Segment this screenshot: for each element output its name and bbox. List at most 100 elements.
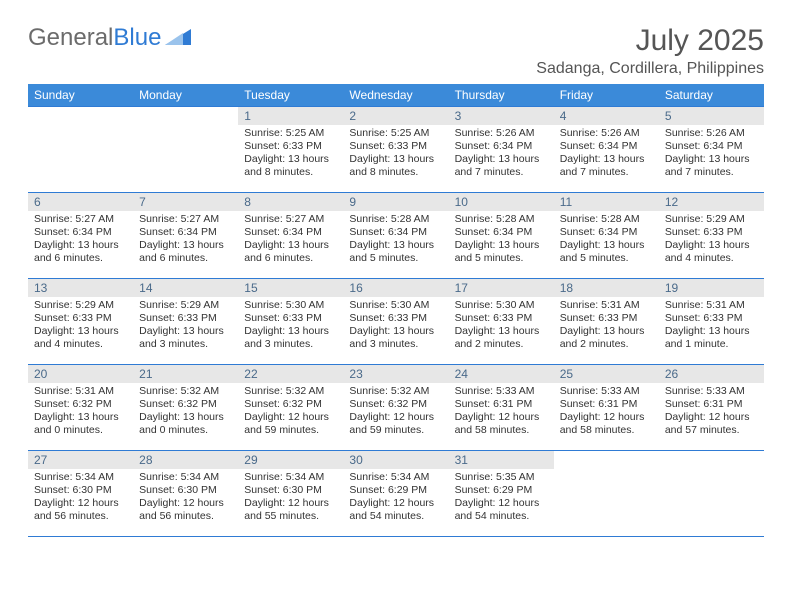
day-details: Sunrise: 5:35 AMSunset: 6:29 PMDaylight:… — [449, 469, 554, 528]
calendar-day-cell: 1Sunrise: 5:25 AMSunset: 6:33 PMDaylight… — [238, 107, 343, 193]
calendar-empty-cell — [554, 451, 659, 537]
calendar-day-cell: 18Sunrise: 5:31 AMSunset: 6:33 PMDayligh… — [554, 279, 659, 365]
day-details: Sunrise: 5:27 AMSunset: 6:34 PMDaylight:… — [238, 211, 343, 270]
weekday-header: Tuesday — [238, 84, 343, 107]
day-details: Sunrise: 5:26 AMSunset: 6:34 PMDaylight:… — [659, 125, 764, 184]
day-details: Sunrise: 5:27 AMSunset: 6:34 PMDaylight:… — [28, 211, 133, 270]
day-number: 4 — [554, 107, 659, 125]
month-title: July 2025 — [536, 24, 764, 58]
day-details: Sunrise: 5:33 AMSunset: 6:31 PMDaylight:… — [554, 383, 659, 442]
day-details: Sunrise: 5:28 AMSunset: 6:34 PMDaylight:… — [554, 211, 659, 270]
calendar-day-cell: 15Sunrise: 5:30 AMSunset: 6:33 PMDayligh… — [238, 279, 343, 365]
calendar-day-cell: 28Sunrise: 5:34 AMSunset: 6:30 PMDayligh… — [133, 451, 238, 537]
calendar-day-cell: 9Sunrise: 5:28 AMSunset: 6:34 PMDaylight… — [343, 193, 448, 279]
calendar-day-cell: 21Sunrise: 5:32 AMSunset: 6:32 PMDayligh… — [133, 365, 238, 451]
day-number: 21 — [133, 365, 238, 383]
day-details: Sunrise: 5:30 AMSunset: 6:33 PMDaylight:… — [238, 297, 343, 356]
day-number: 19 — [659, 279, 764, 297]
day-number: 16 — [343, 279, 448, 297]
day-number: 18 — [554, 279, 659, 297]
day-details: Sunrise: 5:31 AMSunset: 6:33 PMDaylight:… — [554, 297, 659, 356]
calendar-week-row: 13Sunrise: 5:29 AMSunset: 6:33 PMDayligh… — [28, 279, 764, 365]
calendar-day-cell: 26Sunrise: 5:33 AMSunset: 6:31 PMDayligh… — [659, 365, 764, 451]
day-number: 29 — [238, 451, 343, 469]
calendar-day-cell: 17Sunrise: 5:30 AMSunset: 6:33 PMDayligh… — [449, 279, 554, 365]
day-number: 31 — [449, 451, 554, 469]
calendar-week-row: 27Sunrise: 5:34 AMSunset: 6:30 PMDayligh… — [28, 451, 764, 537]
day-number: 1 — [238, 107, 343, 125]
calendar-day-cell: 23Sunrise: 5:32 AMSunset: 6:32 PMDayligh… — [343, 365, 448, 451]
day-number: 2 — [343, 107, 448, 125]
calendar-week-row: 6Sunrise: 5:27 AMSunset: 6:34 PMDaylight… — [28, 193, 764, 279]
day-number: 12 — [659, 193, 764, 211]
calendar-day-cell: 3Sunrise: 5:26 AMSunset: 6:34 PMDaylight… — [449, 107, 554, 193]
day-details: Sunrise: 5:30 AMSunset: 6:33 PMDaylight:… — [449, 297, 554, 356]
calendar-week-row: 1Sunrise: 5:25 AMSunset: 6:33 PMDaylight… — [28, 107, 764, 193]
day-details: Sunrise: 5:34 AMSunset: 6:30 PMDaylight:… — [133, 469, 238, 528]
day-number: 3 — [449, 107, 554, 125]
logo-text-gray: General — [28, 24, 113, 52]
day-details: Sunrise: 5:32 AMSunset: 6:32 PMDaylight:… — [238, 383, 343, 442]
calendar-day-cell: 6Sunrise: 5:27 AMSunset: 6:34 PMDaylight… — [28, 193, 133, 279]
day-number: 15 — [238, 279, 343, 297]
calendar-day-cell: 24Sunrise: 5:33 AMSunset: 6:31 PMDayligh… — [449, 365, 554, 451]
logo: GeneralBlue — [28, 24, 191, 52]
day-details: Sunrise: 5:33 AMSunset: 6:31 PMDaylight:… — [659, 383, 764, 442]
day-details: Sunrise: 5:32 AMSunset: 6:32 PMDaylight:… — [133, 383, 238, 442]
day-number: 13 — [28, 279, 133, 297]
calendar-day-cell: 31Sunrise: 5:35 AMSunset: 6:29 PMDayligh… — [449, 451, 554, 537]
day-number: 20 — [28, 365, 133, 383]
calendar-week-row: 20Sunrise: 5:31 AMSunset: 6:32 PMDayligh… — [28, 365, 764, 451]
calendar-table: SundayMondayTuesdayWednesdayThursdayFrid… — [28, 84, 764, 537]
day-details: Sunrise: 5:32 AMSunset: 6:32 PMDaylight:… — [343, 383, 448, 442]
day-number: 8 — [238, 193, 343, 211]
day-details: Sunrise: 5:26 AMSunset: 6:34 PMDaylight:… — [449, 125, 554, 184]
day-number: 10 — [449, 193, 554, 211]
calendar-day-cell: 30Sunrise: 5:34 AMSunset: 6:29 PMDayligh… — [343, 451, 448, 537]
day-details: Sunrise: 5:29 AMSunset: 6:33 PMDaylight:… — [133, 297, 238, 356]
calendar-day-cell: 25Sunrise: 5:33 AMSunset: 6:31 PMDayligh… — [554, 365, 659, 451]
day-number: 25 — [554, 365, 659, 383]
location-text: Sadanga, Cordillera, Philippines — [536, 60, 764, 78]
day-number: 27 — [28, 451, 133, 469]
day-details: Sunrise: 5:26 AMSunset: 6:34 PMDaylight:… — [554, 125, 659, 184]
calendar-empty-cell — [133, 107, 238, 193]
day-number: 17 — [449, 279, 554, 297]
day-number: 14 — [133, 279, 238, 297]
day-number: 11 — [554, 193, 659, 211]
calendar-day-cell: 11Sunrise: 5:28 AMSunset: 6:34 PMDayligh… — [554, 193, 659, 279]
calendar-header-row: SundayMondayTuesdayWednesdayThursdayFrid… — [28, 84, 764, 107]
day-number: 9 — [343, 193, 448, 211]
day-details: Sunrise: 5:34 AMSunset: 6:30 PMDaylight:… — [238, 469, 343, 528]
day-number: 26 — [659, 365, 764, 383]
calendar-day-cell: 13Sunrise: 5:29 AMSunset: 6:33 PMDayligh… — [28, 279, 133, 365]
weekday-header: Sunday — [28, 84, 133, 107]
day-details: Sunrise: 5:31 AMSunset: 6:33 PMDaylight:… — [659, 297, 764, 356]
day-details: Sunrise: 5:27 AMSunset: 6:34 PMDaylight:… — [133, 211, 238, 270]
calendar-day-cell: 2Sunrise: 5:25 AMSunset: 6:33 PMDaylight… — [343, 107, 448, 193]
calendar-empty-cell — [659, 451, 764, 537]
calendar-day-cell: 22Sunrise: 5:32 AMSunset: 6:32 PMDayligh… — [238, 365, 343, 451]
calendar-day-cell: 7Sunrise: 5:27 AMSunset: 6:34 PMDaylight… — [133, 193, 238, 279]
calendar-day-cell: 4Sunrise: 5:26 AMSunset: 6:34 PMDaylight… — [554, 107, 659, 193]
calendar-day-cell: 5Sunrise: 5:26 AMSunset: 6:34 PMDaylight… — [659, 107, 764, 193]
weekday-header: Wednesday — [343, 84, 448, 107]
weekday-header: Monday — [133, 84, 238, 107]
day-details: Sunrise: 5:25 AMSunset: 6:33 PMDaylight:… — [343, 125, 448, 184]
day-number: 7 — [133, 193, 238, 211]
page-header: GeneralBlue July 2025 Sadanga, Cordiller… — [28, 24, 764, 78]
title-block: July 2025 Sadanga, Cordillera, Philippin… — [536, 24, 764, 78]
day-details: Sunrise: 5:33 AMSunset: 6:31 PMDaylight:… — [449, 383, 554, 442]
calendar-day-cell: 10Sunrise: 5:28 AMSunset: 6:34 PMDayligh… — [449, 193, 554, 279]
weekday-header: Friday — [554, 84, 659, 107]
calendar-day-cell: 14Sunrise: 5:29 AMSunset: 6:33 PMDayligh… — [133, 279, 238, 365]
calendar-day-cell: 20Sunrise: 5:31 AMSunset: 6:32 PMDayligh… — [28, 365, 133, 451]
calendar-day-cell: 8Sunrise: 5:27 AMSunset: 6:34 PMDaylight… — [238, 193, 343, 279]
calendar-day-cell: 19Sunrise: 5:31 AMSunset: 6:33 PMDayligh… — [659, 279, 764, 365]
logo-triangle-icon — [165, 24, 191, 52]
day-number: 30 — [343, 451, 448, 469]
calendar-day-cell: 29Sunrise: 5:34 AMSunset: 6:30 PMDayligh… — [238, 451, 343, 537]
day-number: 22 — [238, 365, 343, 383]
calendar-empty-cell — [28, 107, 133, 193]
calendar-day-cell: 27Sunrise: 5:34 AMSunset: 6:30 PMDayligh… — [28, 451, 133, 537]
